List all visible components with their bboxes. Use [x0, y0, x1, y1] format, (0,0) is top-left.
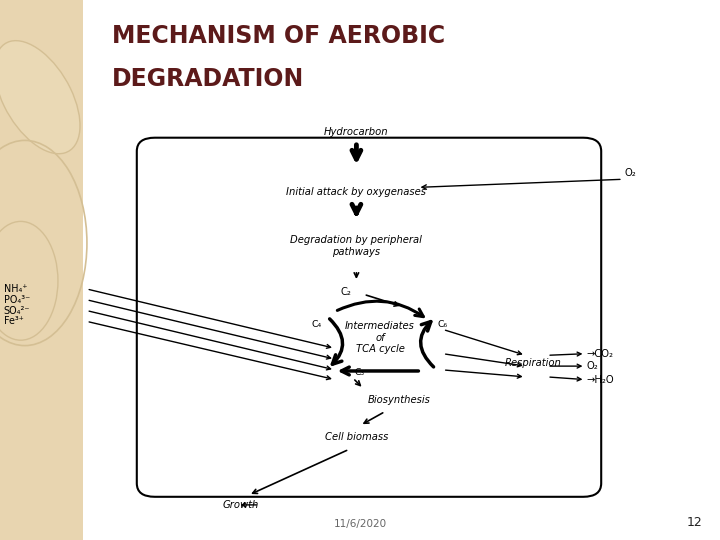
Text: O₂: O₂ [624, 168, 636, 178]
Text: →H₂O: →H₂O [587, 375, 614, 384]
FancyArrowPatch shape [420, 322, 433, 367]
Text: Intermediates
of
TCA cycle: Intermediates of TCA cycle [345, 321, 415, 354]
Text: SO₄²⁻: SO₄²⁻ [4, 306, 30, 315]
Text: 12: 12 [686, 516, 702, 529]
Text: Initial attack by oxygenases: Initial attack by oxygenases [287, 187, 426, 197]
Text: PO₄³⁻: PO₄³⁻ [4, 295, 30, 305]
Text: 11/6/2020: 11/6/2020 [333, 519, 387, 529]
Text: Hydrocarbon: Hydrocarbon [324, 127, 389, 137]
Text: MECHANISM OF AEROBIC: MECHANISM OF AEROBIC [112, 24, 445, 48]
FancyBboxPatch shape [137, 138, 601, 497]
Text: Respiration: Respiration [505, 359, 561, 368]
Text: Growth: Growth [223, 500, 259, 510]
Text: C₄: C₄ [312, 320, 322, 328]
Text: C₃: C₃ [355, 368, 365, 377]
Polygon shape [0, 0, 83, 540]
Text: Fe³⁺: Fe³⁺ [4, 316, 23, 326]
FancyArrowPatch shape [330, 319, 343, 364]
Text: DEGRADATION: DEGRADATION [112, 68, 304, 91]
Text: Biosynthesis: Biosynthesis [368, 395, 431, 404]
Ellipse shape [0, 40, 80, 154]
Text: O₂: O₂ [587, 361, 598, 371]
FancyArrowPatch shape [337, 301, 423, 316]
Text: Cell biomass: Cell biomass [325, 433, 388, 442]
Text: C₂: C₂ [340, 287, 351, 296]
Text: Degradation by peripheral
pathways: Degradation by peripheral pathways [290, 235, 423, 256]
Text: C₆: C₆ [438, 320, 448, 328]
Text: →CO₂: →CO₂ [587, 349, 613, 359]
Text: NH₄⁺: NH₄⁺ [4, 284, 27, 294]
